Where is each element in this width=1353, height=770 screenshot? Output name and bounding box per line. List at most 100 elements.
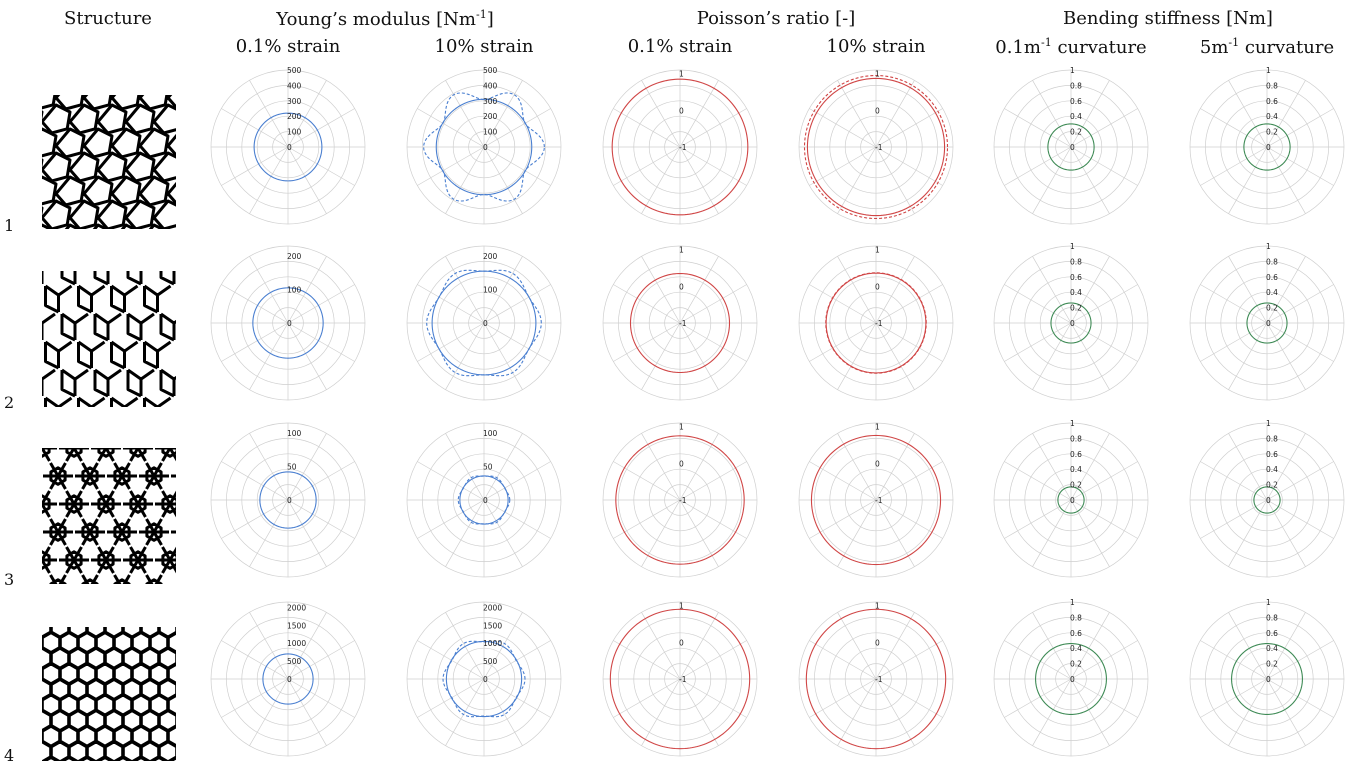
grid-spoke [679, 284, 747, 324]
grid-spoke [875, 612, 915, 680]
grid-spoke [249, 612, 289, 680]
grid-spoke [1070, 322, 1138, 362]
polar-chart-r4-c3: -1 0 1 [602, 601, 758, 757]
grid-spoke [1200, 640, 1268, 680]
grid-spoke [1004, 640, 1072, 680]
grid-spoke [679, 499, 719, 567]
series-line-solid [259, 471, 317, 529]
grid-spoke [1070, 146, 1138, 186]
polar-chart-r1-c5: 0 0.2 0.4 0.6 0.8 1 [993, 66, 1149, 225]
polar-chart-r2-c2: 0 100 200 [406, 245, 562, 401]
tick-label: 100 [483, 286, 498, 295]
series-line-solid [609, 608, 751, 750]
tick-label: 0 [1070, 496, 1075, 505]
grid-spoke [221, 678, 289, 718]
grid-spoke [613, 678, 681, 718]
polar-chart-r3-c4: -1 0 1 [798, 422, 954, 578]
grid-spoke [417, 284, 485, 324]
tick-label: 0.8 [1070, 81, 1082, 90]
series-line-solid [1231, 643, 1303, 715]
grid-spoke [417, 499, 485, 539]
grid-spoke [1004, 108, 1072, 148]
grid-spoke [837, 433, 877, 501]
tick-label: 0 [875, 282, 880, 291]
tick-label: 0.8 [1266, 434, 1278, 443]
series-line-solid [459, 475, 509, 525]
row-label-2: 2 [4, 393, 15, 412]
grid-spoke [1200, 284, 1268, 324]
series-line-solid [1035, 643, 1107, 715]
grid-spoke [483, 322, 551, 362]
grid-spoke [641, 146, 681, 214]
grid-spoke [1266, 146, 1334, 186]
grid-spoke [1032, 80, 1072, 148]
grid-spoke [875, 146, 915, 214]
tick-label: 100 [483, 128, 498, 137]
grid-spoke [445, 433, 485, 501]
tick-label: 0.2 [1070, 660, 1082, 669]
grid-spoke [875, 640, 943, 680]
series-line-solid [445, 640, 523, 718]
polar-chart-r2-c1: 0 100 200 [210, 245, 366, 401]
structure-pattern-2 [42, 271, 176, 407]
tick-label: 0.2 [1070, 304, 1082, 313]
grid-spoke [1070, 256, 1110, 324]
tick-label: 0 [875, 106, 880, 115]
grid-spoke [249, 678, 289, 746]
grid-spoke [1070, 80, 1110, 148]
grid-spoke [483, 499, 551, 539]
tick-label: 400 [483, 81, 498, 90]
tick-label: 0.4 [1070, 112, 1082, 121]
series-line-solid [1246, 302, 1288, 344]
series-line-solid [806, 77, 946, 217]
tick-label: 0.2 [1266, 304, 1278, 313]
tick-label: 0.2 [1266, 660, 1278, 669]
grid-spoke [483, 146, 551, 186]
grid-spoke [837, 322, 877, 390]
grid-spoke [1266, 80, 1306, 148]
polar-chart-r3-c6: 0 0.2 0.4 0.6 0.8 1 [1189, 419, 1345, 578]
polar-chart-r2-c4: -1 0 1 [798, 245, 954, 401]
grid-spoke [809, 108, 877, 148]
tick-label: 0.4 [1266, 465, 1278, 474]
grid-spoke [679, 678, 719, 746]
grid-spoke [287, 108, 355, 148]
tick-label: 0 [875, 638, 880, 647]
grid-spoke [837, 612, 877, 680]
grid-spoke [1228, 146, 1268, 214]
grid-spoke [417, 461, 485, 501]
grid-spoke [483, 108, 551, 148]
series-line-solid [611, 78, 749, 216]
grid-spoke [875, 322, 943, 362]
grid-spoke [287, 499, 355, 539]
grid-spoke [809, 499, 877, 539]
polar-chart-r1-c3: -1 0 1 [602, 69, 758, 225]
grid-spoke [483, 678, 551, 718]
row-label-1: 1 [4, 216, 15, 235]
grid-spoke [1032, 499, 1072, 567]
tick-label: 1 [679, 602, 684, 611]
grid-spoke [679, 108, 747, 148]
grid-spoke [1266, 640, 1334, 680]
grid-spoke [249, 80, 289, 148]
grid-spoke [641, 678, 681, 746]
polar-chart-r4-c1: 0 500 1000 1500 2000 [210, 601, 366, 757]
tick-label: 0.6 [1070, 273, 1082, 282]
polar-chart-r4-c2: 0 500 1000 1500 2000 [406, 601, 562, 757]
grid-spoke [1266, 322, 1306, 390]
tick-label: 0 [875, 459, 880, 468]
grid-spoke [875, 108, 943, 148]
grid-spoke [809, 284, 877, 324]
grid-spoke [1266, 612, 1306, 680]
tick-label: 1 [1266, 598, 1271, 607]
poisson-low-strain-subheader: 0.1% strain [627, 36, 733, 57]
grid-spoke [221, 284, 289, 324]
grid-spoke [613, 284, 681, 324]
grid-spoke [837, 80, 877, 148]
series-line-dashed [457, 475, 511, 525]
grid-spoke [1266, 322, 1334, 362]
grid-spoke [287, 612, 327, 680]
tick-label: 2000 [483, 603, 502, 612]
grid-spoke [287, 322, 355, 362]
